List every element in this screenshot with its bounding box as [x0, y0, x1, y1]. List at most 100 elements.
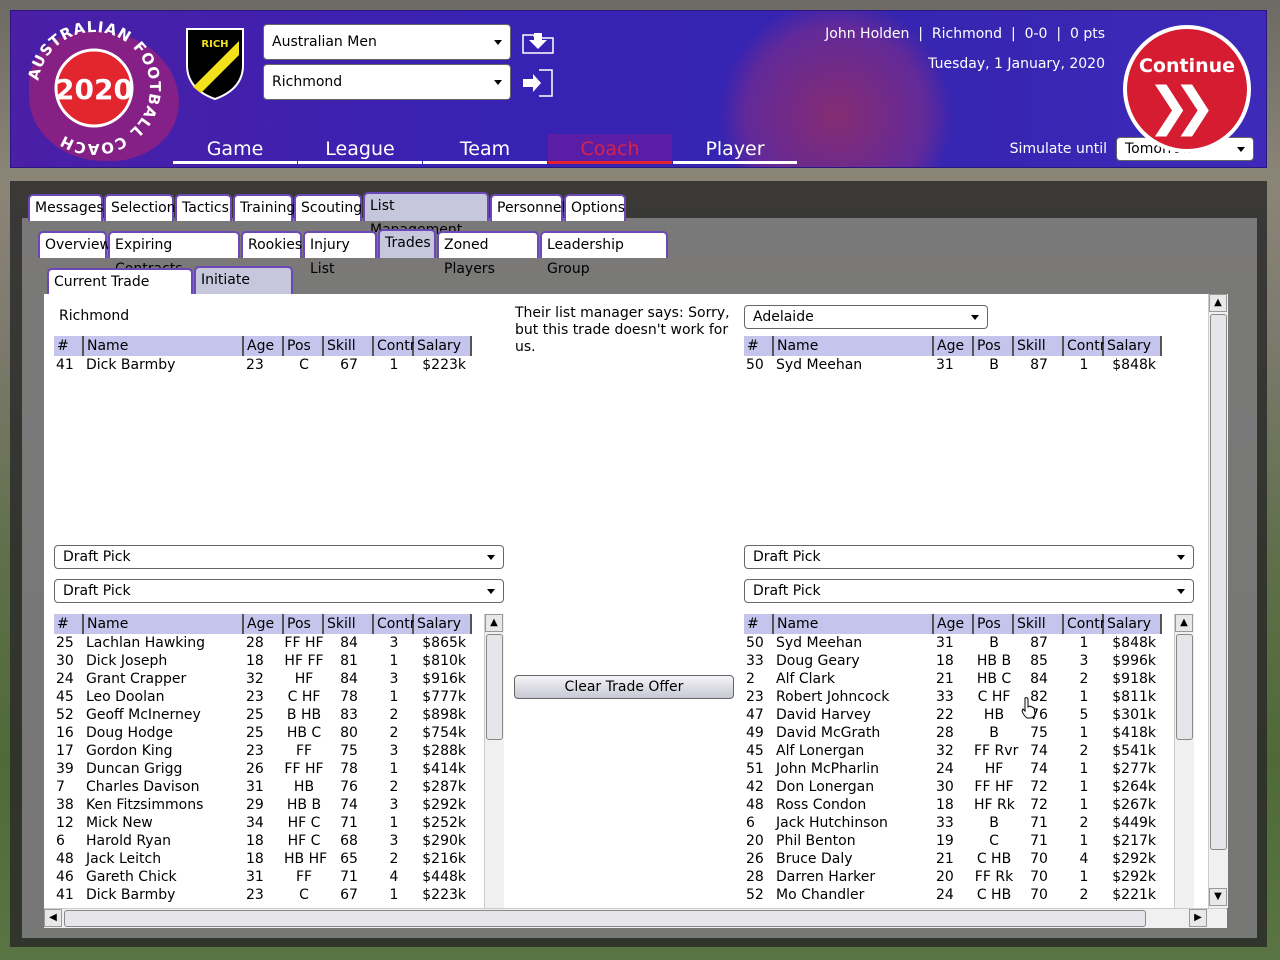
tab-messages[interactable]: Messages	[28, 194, 104, 221]
column-header-age[interactable]: Age	[244, 614, 284, 634]
column-header-skill[interactable]: Skill	[1014, 614, 1064, 634]
column-header-pos[interactable]: Pos	[974, 336, 1014, 356]
nav-coach[interactable]: Coach	[548, 134, 672, 164]
tab-trades[interactable]: Trades	[378, 229, 436, 258]
trade-partner-select[interactable]: Adelaide	[744, 305, 988, 329]
player-row[interactable]: 52 Mo Chandler 24 C HB 70 2 $221k	[744, 886, 1164, 904]
column-header-pos[interactable]: Pos	[284, 336, 324, 356]
clear-trade-offer-button[interactable]: Clear Trade Offer	[514, 675, 734, 699]
tab-zoned-players[interactable]: Zoned Players	[437, 231, 539, 277]
tab-personnel[interactable]: Personnel	[490, 194, 565, 221]
player-row[interactable]: 26 Bruce Daly 21 C HB 70 4 $292k	[744, 850, 1164, 868]
player-row[interactable]: 23 Robert Johncock 33 C HF 82 1 $811k	[744, 688, 1164, 706]
scroll-left-icon[interactable]: ◀	[44, 909, 62, 927]
column-header-number[interactable]: #	[744, 614, 774, 634]
column-header-pos[interactable]: Pos	[284, 614, 324, 634]
scroll-thumb[interactable]	[64, 910, 1146, 927]
content-vertical-scrollbar[interactable]: ▲ ▼	[1208, 294, 1228, 908]
tab-tactics[interactable]: Tactics	[175, 194, 232, 221]
exit-door-icon[interactable]	[521, 67, 555, 99]
player-row[interactable]: 52 Geoff McInerney 25 B HB 83 2 $898k	[54, 706, 474, 724]
column-header-skill[interactable]: Skill	[324, 336, 374, 356]
competition-select[interactable]: Australian Men	[263, 24, 511, 60]
player-row[interactable]: 17 Gordon King 23 FF 75 3 $288k	[54, 742, 474, 760]
tab-selection[interactable]: Selection	[104, 194, 176, 221]
column-header-number[interactable]: #	[54, 614, 84, 634]
nav-team[interactable]: Team	[423, 134, 547, 164]
player-row[interactable]: 46 Gareth Chick 31 FF 71 4 $448k	[54, 868, 474, 886]
column-header-contract[interactable]: Contr	[374, 614, 415, 634]
column-header-age[interactable]: Age	[934, 336, 974, 356]
player-row[interactable]: 39 Duncan Grigg 26 FF HF 78 1 $414k	[54, 760, 474, 778]
left-draft-pick-1[interactable]: Draft Pick	[54, 545, 504, 569]
column-header-contract[interactable]: Contr	[1064, 614, 1105, 634]
column-header-name[interactable]: Name	[774, 614, 934, 634]
column-header-name[interactable]: Name	[84, 614, 244, 634]
player-row[interactable]: 41 Dick Barmby 23 C 67 1 $223k	[54, 886, 474, 904]
tab-current-trade-offers[interactable]: Current Trade Offers	[47, 268, 193, 314]
tab-list-management[interactable]: List Management	[363, 192, 489, 238]
player-row[interactable]: 12 Mick New 34 HF C 71 1 $252k	[54, 814, 474, 832]
tab-overview[interactable]: Overview	[38, 231, 111, 258]
column-header-contract[interactable]: Contr	[1064, 336, 1105, 356]
player-row[interactable]: 38 Ken Fitzsimmons 29 HB B 74 3 $292k	[54, 796, 474, 814]
player-row[interactable]: 51 John McPharlin 24 HF 74 1 $277k	[744, 760, 1164, 778]
scroll-down-icon[interactable]: ▼	[1209, 888, 1227, 906]
column-header-number[interactable]: #	[744, 336, 774, 356]
nav-player[interactable]: Player	[673, 134, 797, 164]
scroll-thumb[interactable]	[486, 634, 503, 740]
nav-league[interactable]: League	[298, 134, 422, 164]
tab-initiate-trade[interactable]: Initiate Trade	[194, 266, 293, 312]
column-header-name[interactable]: Name	[84, 336, 244, 356]
tab-training[interactable]: Training	[233, 194, 295, 221]
player-row[interactable]: 33 Doug Geary 18 HB B 85 3 $996k	[744, 652, 1164, 670]
right-list-scrollbar[interactable]: ▲	[1174, 614, 1194, 908]
tab-rookies[interactable]: Rookies	[241, 231, 302, 258]
right-draft-pick-1[interactable]: Draft Pick	[744, 545, 1194, 569]
player-row[interactable]: 20 Phil Benton 19 C 71 1 $217k	[744, 832, 1164, 850]
player-row[interactable]: 50 Syd Meehan 31 B 87 1 $848k	[744, 634, 1164, 652]
column-header-salary[interactable]: Salary	[414, 336, 472, 356]
player-row[interactable]: 49 David McGrath 28 B 75 1 $418k	[744, 724, 1164, 742]
tab-options[interactable]: Options	[564, 194, 626, 221]
player-row[interactable]: 47 David Harvey 22 HB 76 5 $301k	[744, 706, 1164, 724]
column-header-age[interactable]: Age	[934, 614, 974, 634]
scroll-thumb[interactable]	[1210, 314, 1227, 850]
column-header-contract[interactable]: Contr	[374, 336, 415, 356]
tab-expiring-contracts[interactable]: Expiring Contracts	[108, 231, 240, 277]
player-row[interactable]: 6 Harold Ryan 18 HF C 68 3 $290k	[54, 832, 474, 850]
player-row[interactable]: 2 Alf Clark 21 HB C 84 2 $918k	[744, 670, 1164, 688]
column-header-pos[interactable]: Pos	[974, 614, 1014, 634]
player-row[interactable]: 42 Don Lonergan 30 FF HF 72 1 $264k	[744, 778, 1164, 796]
left-list-scrollbar[interactable]: ▲	[484, 614, 504, 908]
player-row[interactable]: 25 Lachlan Hawking 28 FF HF 84 3 $865k	[54, 634, 474, 652]
column-header-salary[interactable]: Salary	[1104, 614, 1162, 634]
scroll-right-icon[interactable]: ▶	[1189, 909, 1207, 927]
player-row[interactable]: 41 Dick Barmby 23 C 67 1 $223k	[54, 356, 474, 374]
tab-injury-list[interactable]: Injury List	[303, 231, 377, 277]
player-row[interactable]: 45 Leo Doolan 23 C HF 78 1 $777k	[54, 688, 474, 706]
player-row[interactable]: 6 Jack Hutchinson 33 B 71 2 $449k	[744, 814, 1164, 832]
column-header-age[interactable]: Age	[244, 336, 284, 356]
player-row[interactable]: 30 Dick Joseph 18 HF FF 81 1 $810k	[54, 652, 474, 670]
nav-game[interactable]: Game	[173, 134, 297, 164]
player-row[interactable]: 48 Jack Leitch 18 HB HF 65 2 $216k	[54, 850, 474, 868]
column-header-skill[interactable]: Skill	[324, 614, 374, 634]
right-draft-pick-2[interactable]: Draft Pick	[744, 579, 1194, 603]
tab-scouting[interactable]: Scouting	[294, 194, 362, 221]
tab-leadership-group[interactable]: Leadership Group	[540, 231, 668, 277]
team-select[interactable]: Richmond	[263, 64, 511, 100]
download-folder-icon[interactable]	[521, 29, 555, 55]
player-row[interactable]: 7 Charles Davison 31 HB 76 2 $287k	[54, 778, 474, 796]
content-horizontal-scrollbar[interactable]: ◀ ▶	[44, 908, 1227, 928]
scroll-up-icon[interactable]: ▲	[485, 614, 503, 632]
scroll-up-icon[interactable]: ▲	[1209, 294, 1227, 312]
left-draft-pick-2[interactable]: Draft Pick	[54, 579, 504, 603]
player-row[interactable]: 24 Grant Crapper 32 HF 84 3 $916k	[54, 670, 474, 688]
player-row[interactable]: 48 Ross Condon 18 HF Rk 72 1 $267k	[744, 796, 1164, 814]
player-row[interactable]: 28 Darren Harker 20 FF Rk 70 1 $292k	[744, 868, 1164, 886]
scroll-up-icon[interactable]: ▲	[1175, 614, 1193, 632]
column-header-name[interactable]: Name	[774, 336, 934, 356]
player-row[interactable]: 16 Doug Hodge 25 HB C 80 2 $754k	[54, 724, 474, 742]
column-header-skill[interactable]: Skill	[1014, 336, 1064, 356]
